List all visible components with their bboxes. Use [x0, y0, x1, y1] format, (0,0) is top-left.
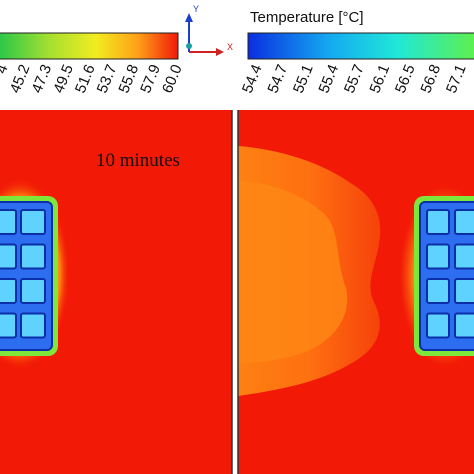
right-legend-tick-label: 55.1 [290, 62, 317, 95]
right-legend-tick-label: 56.8 [418, 62, 445, 95]
right-legend-tick-label: 54.4 [239, 62, 266, 95]
battery-cell [454, 312, 474, 339]
x-axis-arrow-icon [216, 48, 224, 56]
battery-cell [426, 209, 450, 235]
y-axis-label: Y [193, 4, 199, 14]
right-legend-tick-label: 54.7 [265, 62, 292, 95]
right-legend-tick-label: 56.5 [392, 62, 419, 95]
left-legend-tick-label: 4 [0, 62, 12, 76]
battery-cell [20, 278, 46, 304]
battery-cell [20, 312, 46, 339]
right-legend-tick-label: 55.4 [316, 62, 343, 95]
right-warm-core [238, 180, 348, 364]
right-colorbar [247, 32, 474, 60]
right-legend-tick-label: 55.7 [341, 62, 368, 95]
right-legend: Temperature [°C] 54.454.755.155.455.756.… [239, 9, 474, 96]
axes-triad: Y X [185, 4, 233, 56]
right-legend-ticks: 54.454.755.155.455.756.156.556.857.1 [239, 62, 470, 95]
battery-cell [454, 209, 474, 235]
right-legend-tick-label: 56.1 [367, 62, 394, 95]
axis-origin-icon [186, 43, 192, 49]
battery-cell [20, 209, 46, 235]
battery-cell [0, 243, 17, 270]
x-axis-label: X [227, 42, 233, 52]
battery-cell [454, 243, 474, 270]
right-legend-title: Temperature [°C] [250, 9, 364, 26]
battery-cell [0, 209, 17, 235]
time-annotation: 10 minutes [96, 150, 180, 171]
left-legend-ticks: 445.247.349.551.653.755.857.960.0 [0, 62, 186, 95]
battery-cell [20, 243, 46, 270]
battery-cell [454, 278, 474, 304]
battery-cell [0, 278, 17, 304]
left-legend-tick-label: 60.0 [159, 62, 186, 95]
y-axis-arrow-icon [185, 13, 193, 22]
left-colorbar [0, 32, 179, 60]
right-legend-tick-label: 57.1 [443, 62, 470, 95]
left-legend: 445.247.349.551.653.755.857.960.0 [0, 32, 186, 96]
right-contour-panel [237, 110, 474, 474]
left-contour-panel: 10 minutes [0, 110, 233, 474]
left-cell-grid [0, 209, 46, 339]
battery-cell [426, 243, 450, 270]
right-cell-grid [426, 209, 474, 339]
battery-cell [0, 312, 17, 339]
battery-cell [426, 278, 450, 304]
battery-cell [426, 312, 450, 339]
